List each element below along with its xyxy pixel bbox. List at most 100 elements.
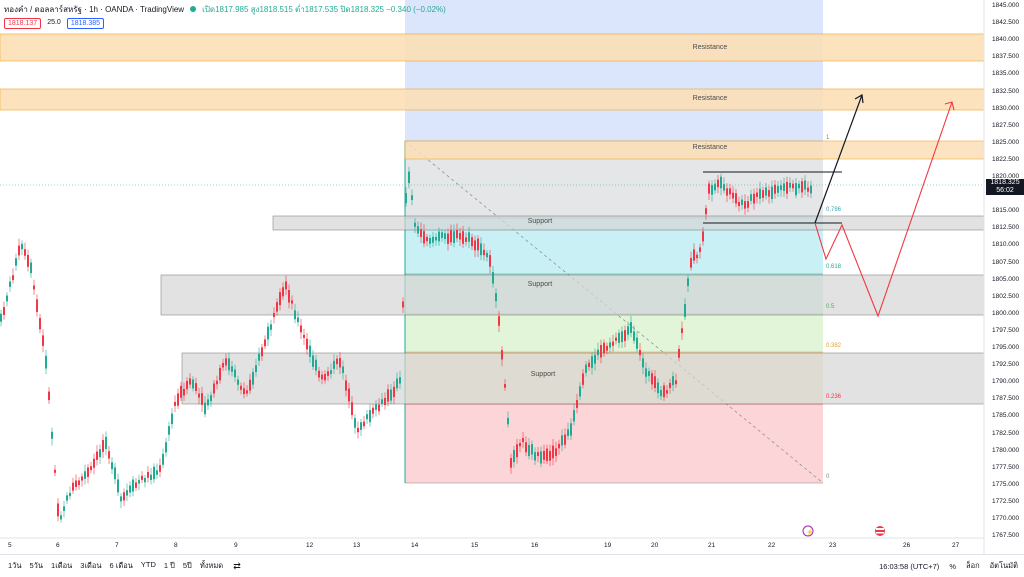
candle-body (363, 421, 365, 427)
candle-body (24, 249, 26, 256)
candle-body (429, 237, 431, 244)
candle-body (696, 254, 698, 259)
candle-body (183, 388, 185, 396)
candle-body (729, 188, 731, 195)
resistance-label-low: Resistance (692, 144, 728, 151)
sell-price-button[interactable]: 1818.137 (4, 18, 42, 29)
price-tick-label: 1775.000 (992, 480, 1020, 488)
candle-body (153, 466, 155, 480)
candle-body (135, 482, 137, 488)
log-toggle[interactable]: ล็อก (965, 561, 980, 570)
timeframe-list: 1วัน 5วัน 1เดือน 3เดือน 6 เดือน YTD 1 ปี 5ปี ทั้… (8, 560, 223, 572)
candle-body (564, 434, 566, 445)
candle-body (459, 232, 461, 240)
candle-body (165, 442, 167, 453)
bottom-toolbar: 1วัน 5วัน 1เดือน 3เดือน 6 เดือน YTD 1 ปี 5ปี ทั้… (0, 554, 1024, 577)
time-tick-label: 13 (353, 542, 361, 549)
candle-body (99, 449, 101, 458)
candle-body (129, 485, 131, 493)
candle-body (318, 370, 320, 378)
time-axis[interactable]: 5 6 7 8 9 12 13 14 15 16 19 20 21 22 23 26 27 (0, 538, 984, 554)
candle-body (168, 426, 170, 435)
candle-body (651, 373, 653, 385)
candle-body (678, 348, 680, 358)
candle-body (60, 515, 62, 520)
auto-scale-toggle[interactable]: อัตโนมัติ (989, 561, 1018, 570)
timeframe-button[interactable]: 1วัน (8, 561, 22, 570)
candle-body (420, 229, 422, 238)
timeframe-button[interactable]: YTD (140, 560, 156, 569)
candle-body (606, 345, 608, 351)
candle-body (501, 350, 503, 360)
price-tick-label: 1800.000 (992, 309, 1020, 317)
candle-body (150, 474, 152, 480)
candle-body (792, 183, 794, 189)
candle-body (57, 503, 59, 517)
timeframe-button[interactable]: 1เดือน (51, 561, 73, 570)
candle-body (756, 192, 758, 197)
candle-body (288, 290, 290, 303)
clock-readout[interactable]: 16:03:58 (UTC+7) (879, 561, 940, 571)
candle-body (105, 436, 107, 450)
buy-price-button[interactable]: 1818.385 (66, 18, 105, 29)
candle-body (42, 335, 44, 346)
candle-body (108, 451, 110, 459)
candle-body (708, 183, 710, 194)
candle-body (801, 181, 803, 193)
candle-body (309, 345, 311, 357)
candle-body (780, 185, 782, 190)
candle-body (693, 249, 695, 261)
candle-body (399, 377, 401, 384)
ohlc-readout: เปิด1817.985 สูง1818.515 ต่ำ1817.535 ปิด… (202, 4, 446, 14)
candle-body (738, 201, 740, 207)
candle-body (807, 187, 809, 192)
price-tick-label: 1835.000 (992, 70, 1020, 78)
candle-body (18, 245, 20, 256)
timeframe-button[interactable]: 5วัน (29, 561, 44, 570)
candle-body (570, 423, 572, 436)
candle-body (786, 181, 788, 194)
candle-body (552, 445, 554, 459)
candle-body (513, 450, 515, 463)
candle-body (69, 492, 71, 497)
timeframe-button[interactable]: 3เดือน (80, 561, 102, 570)
price-axis[interactable]: 1845.000 1842.500 1840.000 1837.500 1835.000… (984, 0, 1024, 554)
candle-body (741, 199, 743, 206)
candle-body (144, 477, 146, 483)
candle-body (609, 342, 611, 348)
candle-body (669, 382, 671, 389)
candle-body (522, 438, 524, 443)
candle-body (96, 451, 98, 460)
bearish-projection-path (814, 101, 953, 318)
candle-body (726, 188, 728, 196)
candle-body (759, 188, 761, 199)
timeframe-button[interactable]: 6 เดือน (109, 561, 133, 570)
symbol-title[interactable]: ทองคำ / ดอลลาร์สหรัฐ · 1h · OANDA · Trad… (4, 4, 185, 14)
candle-body (126, 490, 128, 496)
candle-body (207, 399, 209, 406)
timeframe-button[interactable]: 1 ปี (163, 561, 175, 570)
time-tick-label: 14 (411, 542, 419, 549)
candlestick-series (0, 166, 812, 523)
timeframe-button[interactable]: 5ปี (182, 561, 192, 570)
price-tick-label: 1772.500 (992, 497, 1020, 505)
price-tick-label: 1810.000 (992, 241, 1020, 249)
candle-body (111, 462, 113, 470)
market-status-dot (190, 6, 197, 12)
candle-body (450, 230, 452, 243)
candle-body (534, 452, 536, 461)
time-tick-label: 20 (651, 542, 659, 549)
fib-label-1: 1 (826, 135, 830, 141)
candle-body (324, 373, 326, 381)
candle-body (300, 325, 302, 333)
candle-body (312, 355, 314, 367)
date-range-picker-icon[interactable]: ⇄ (233, 560, 241, 571)
timeframe-button[interactable]: ทั้งหมด (199, 561, 224, 570)
candle-body (744, 201, 746, 209)
candle-body (348, 388, 350, 402)
candle-body (9, 281, 11, 287)
percent-toggle[interactable]: % (949, 561, 956, 571)
candle-body (627, 326, 629, 335)
candle-body (315, 359, 317, 371)
